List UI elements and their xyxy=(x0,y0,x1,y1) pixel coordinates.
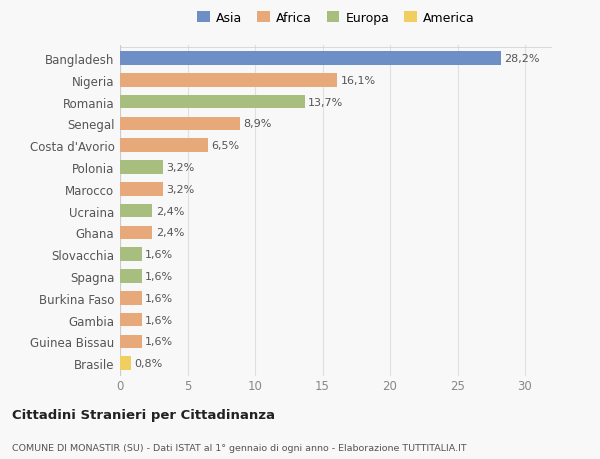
Bar xyxy=(120,139,208,153)
Text: 1,6%: 1,6% xyxy=(145,315,173,325)
Text: 3,2%: 3,2% xyxy=(167,162,195,173)
Text: Cittadini Stranieri per Cittadinanza: Cittadini Stranieri per Cittadinanza xyxy=(12,408,275,421)
Bar xyxy=(120,313,142,327)
Text: 1,6%: 1,6% xyxy=(145,293,173,303)
Text: 1,6%: 1,6% xyxy=(145,250,173,260)
Text: 0,8%: 0,8% xyxy=(134,358,163,368)
Text: 2,4%: 2,4% xyxy=(156,228,184,238)
Bar xyxy=(120,118,240,131)
Bar xyxy=(120,248,142,261)
Text: 3,2%: 3,2% xyxy=(167,185,195,195)
Text: 1,6%: 1,6% xyxy=(145,271,173,281)
Text: 16,1%: 16,1% xyxy=(341,76,376,86)
Bar xyxy=(120,74,337,87)
Text: 2,4%: 2,4% xyxy=(156,206,184,216)
Bar xyxy=(120,52,500,66)
Bar xyxy=(120,161,163,174)
Bar xyxy=(120,95,305,109)
Bar xyxy=(120,226,152,240)
Legend: Asia, Africa, Europa, America: Asia, Africa, Europa, America xyxy=(194,9,478,27)
Bar xyxy=(120,204,152,218)
Text: COMUNE DI MONASTIR (SU) - Dati ISTAT al 1° gennaio di ogni anno - Elaborazione T: COMUNE DI MONASTIR (SU) - Dati ISTAT al … xyxy=(12,443,467,452)
Bar xyxy=(120,183,163,196)
Bar xyxy=(120,269,142,283)
Text: 1,6%: 1,6% xyxy=(145,336,173,347)
Text: 6,5%: 6,5% xyxy=(211,141,239,151)
Bar xyxy=(120,357,131,370)
Text: 13,7%: 13,7% xyxy=(308,97,344,107)
Text: 8,9%: 8,9% xyxy=(244,119,272,129)
Bar xyxy=(120,291,142,305)
Bar xyxy=(120,335,142,348)
Text: 28,2%: 28,2% xyxy=(504,54,539,64)
